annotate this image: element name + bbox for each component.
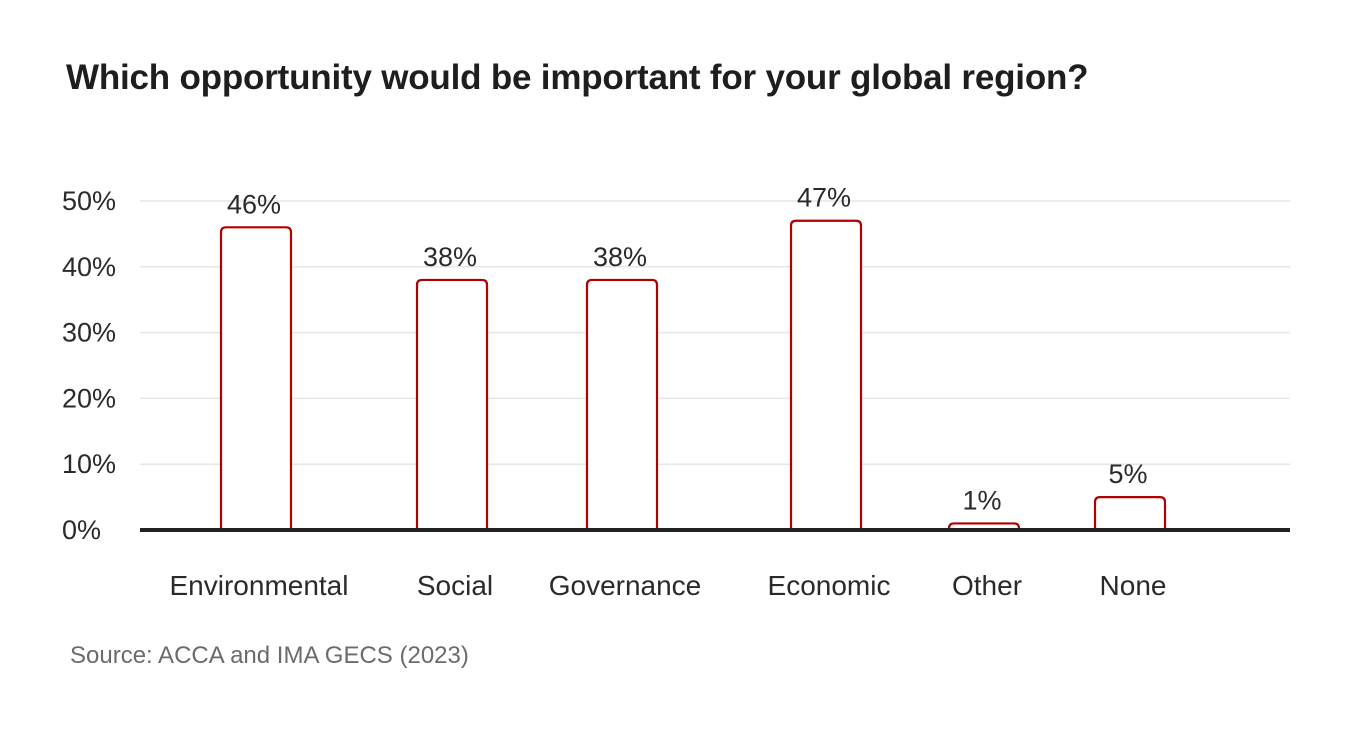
x-axis-categories: Environmental Social Governance Economic Oth… — [170, 570, 1167, 601]
bar-environmental — [219, 226, 293, 530]
bar-governance — [585, 278, 659, 530]
data-label: 1% — [962, 485, 1001, 515]
y-tick-label: 40% — [62, 252, 116, 282]
category-label: Environmental — [170, 570, 349, 601]
gridlines — [140, 200, 1290, 465]
data-label: 46% — [227, 189, 281, 219]
category-label: None — [1100, 570, 1167, 601]
source-note: Source: ACCA and IMA GECS (2023) — [70, 642, 469, 669]
y-tick-label: 30% — [62, 318, 116, 348]
data-label: 47% — [797, 183, 851, 213]
bar-none — [1093, 496, 1167, 530]
y-axis-ticks: 0% 10% 20% 30% 40% 50% — [62, 186, 116, 545]
data-label: 38% — [593, 242, 647, 272]
y-tick-label: 20% — [62, 383, 116, 413]
category-label: Governance — [549, 570, 702, 601]
data-label: 38% — [423, 242, 477, 272]
y-tick-label: 10% — [62, 449, 116, 479]
bars — [219, 219, 1167, 530]
y-tick-label: 0% — [62, 515, 101, 545]
data-labels: 46% 38% 38% 47% 1% 5% — [227, 183, 1148, 516]
y-tick-label: 50% — [62, 186, 116, 216]
data-label: 5% — [1108, 459, 1147, 489]
bar-economic — [789, 219, 863, 530]
bar-social — [415, 278, 489, 530]
category-label: Social — [417, 570, 493, 601]
chart-title: Which opportunity would be important for… — [66, 58, 1089, 97]
category-label: Other — [952, 570, 1022, 601]
category-label: Economic — [768, 570, 891, 601]
